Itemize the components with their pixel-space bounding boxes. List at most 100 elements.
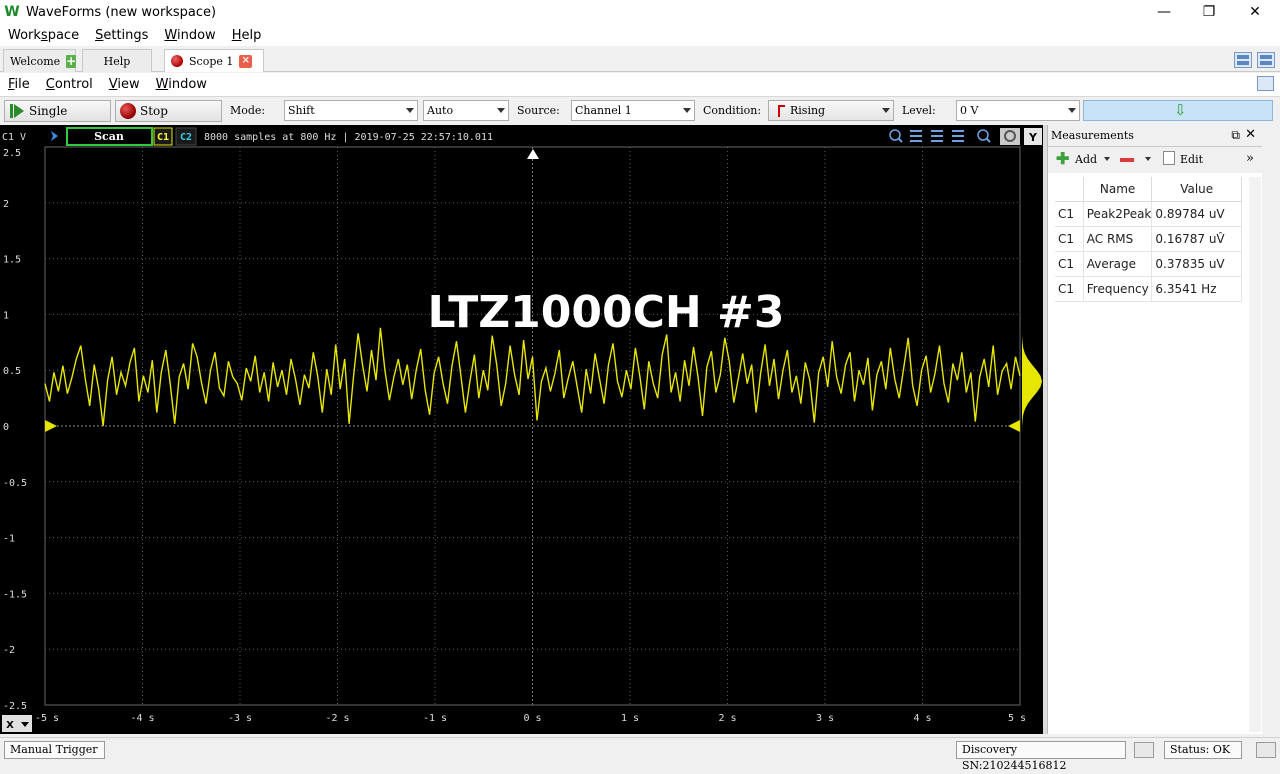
y-tick-label: 1.5 [3, 255, 21, 266]
edit-button-label[interactable]: Edit [1180, 153, 1204, 166]
manual-trigger-button[interactable]: Manual Trigger [4, 741, 105, 759]
main-menu-item-label: Work [8, 27, 41, 43]
document-tabs: Welcome + Help Scope 1 × [0, 46, 1280, 72]
measurement-name: Frequency [1083, 276, 1153, 302]
measurements-scrollbar[interactable] [1249, 177, 1261, 732]
scope-menu-item-label: W [155, 77, 169, 92]
zoom-y-icon[interactable] [931, 130, 943, 142]
scan-button-label[interactable]: Scan [94, 130, 124, 143]
y-tick-label: 0 [3, 422, 9, 433]
x-axis-toggle[interactable]: X [2, 715, 32, 732]
mode-label: Mode: [230, 104, 266, 117]
single-button[interactable]: Single [4, 100, 111, 122]
scope-menu-bar: File Control View Window [0, 73, 1280, 97]
more-chevron-icon[interactable]: » [1246, 151, 1254, 166]
overlay-title: LTZ1000CH #3 [427, 287, 784, 338]
main-menu-item-label: s [40, 27, 48, 43]
restore-button[interactable]: ❐ [1202, 4, 1216, 20]
measurement-row[interactable]: C1 Frequency 6.3541 Hz [1055, 276, 1242, 302]
x-tick-label: 1 s [621, 713, 639, 724]
scope-toolbar: Single Stop Mode: Shift Auto Source: Cha… [0, 98, 1280, 124]
layout-tile-icon[interactable] [1234, 52, 1252, 68]
x-tick-label: -5 s [35, 713, 59, 724]
scope-plot[interactable]: 2.5 2 1.5 1 0.5 0 -0.5 -1 -1.5 -2 -2.5 -5 s -4 s -3 … [0, 125, 1043, 734]
plot-splitter[interactable] [1043, 125, 1047, 734]
scope-menu-item-1[interactable]: Control [38, 77, 101, 92]
trigger-mode-select[interactable]: Auto [423, 100, 509, 121]
channel-1-button[interactable] [153, 127, 173, 146]
tab-scope-1[interactable]: Scope 1 × [164, 49, 264, 72]
stop-button[interactable]: Stop [115, 100, 222, 122]
main-menu-item-0[interactable]: Workspace [0, 28, 87, 43]
condition-value: Rising [790, 104, 826, 117]
record-icon [171, 55, 183, 67]
x-tick-label: 2 s [718, 713, 736, 724]
main-menu-item-2[interactable]: Window [156, 28, 223, 43]
main-menu-item-3[interactable]: Help [224, 28, 270, 43]
stop-button-label: Stop [140, 104, 168, 118]
scan-button[interactable] [66, 127, 153, 146]
add-button-label[interactable]: Add [1075, 153, 1098, 166]
mode-select[interactable]: Shift [284, 100, 418, 121]
measurement-row[interactable]: C1 Peak2Peak 0.89784 uV [1055, 201, 1242, 227]
close-window-button[interactable]: ✕ [1249, 4, 1261, 20]
scope-menu-item-label: iew [117, 77, 140, 92]
remove-dropdown-icon[interactable] [1145, 157, 1151, 161]
measurement-value: 0.37835 uV [1151, 251, 1242, 277]
main-menu-item-1[interactable]: Settings [87, 28, 156, 43]
scope-menu-item-0[interactable]: File [0, 77, 38, 92]
svg-text:Y: Y [1028, 131, 1038, 144]
remove-minus-icon[interactable] [1120, 158, 1134, 162]
layout-stack-icon[interactable] [1257, 52, 1275, 68]
scope-menu-item-label: ontrol [54, 77, 93, 92]
device-icon[interactable] [1134, 742, 1154, 758]
scope-menu-item-2[interactable]: View [101, 77, 148, 92]
minimize-button[interactable]: — [1157, 4, 1171, 20]
zoom-region-icon[interactable] [952, 130, 964, 142]
scope-menu-item-label: F [8, 77, 15, 92]
x-tick-label: -4 s [130, 713, 154, 724]
measurement-row[interactable]: C1 AC RMS 0.16787 uV̂ [1055, 226, 1242, 252]
measurement-row[interactable]: C1 Average 0.37835 uV [1055, 251, 1242, 277]
measurement-name: AC RMS [1083, 226, 1153, 252]
trigger-level-marker[interactable] [1008, 420, 1020, 432]
level-input[interactable]: 0 V [956, 100, 1080, 121]
channel-1-offset-marker[interactable] [45, 420, 57, 432]
channel-2-button[interactable] [175, 127, 197, 146]
trigger-position-marker[interactable] [527, 149, 539, 159]
single-button-label: Single [29, 104, 68, 118]
amplitude-histogram [1022, 325, 1042, 432]
add-plus-icon[interactable]: + [66, 53, 77, 68]
x-tick-label: 5 s [1008, 713, 1026, 724]
close-panel-icon[interactable]: ✕ [1245, 127, 1256, 142]
scope-plot-panel[interactable]: 2.5 2 1.5 1 0.5 0 -0.5 -1 -1.5 -2 -2.5 -5 s -4 s -3 … [0, 125, 1043, 734]
tab-welcome[interactable]: Welcome + [3, 49, 77, 72]
add-dropdown-icon[interactable] [1104, 157, 1110, 161]
scope-layout-icon[interactable] [1257, 76, 1274, 91]
condition-select[interactable]: Rising [768, 100, 894, 121]
channel-2-label: C2 [180, 132, 192, 143]
side-collapse-strip[interactable] [1262, 125, 1280, 734]
cursor-icon[interactable]: Y [1024, 128, 1042, 145]
zoom-in-icon[interactable] [889, 129, 903, 143]
tab-help[interactable]: Help [82, 49, 152, 72]
trigger-position-button[interactable]: ⇩ [1083, 100, 1273, 121]
y-axis-ticks: 2.5 2 1.5 1 0.5 0 -0.5 -1 -1.5 -2 -2.5 [3, 148, 27, 712]
zoom-out-icon[interactable] [977, 129, 991, 143]
edit-pencil-icon[interactable] [1163, 151, 1175, 165]
settings-gear-icon[interactable] [1000, 128, 1020, 145]
measurement-value: 6.3541 Hz [1151, 276, 1242, 302]
level-value: 0 V [960, 104, 979, 117]
expand-arrow-icon[interactable] [51, 131, 58, 141]
table-header-value: Value [1151, 177, 1242, 202]
add-plus-icon[interactable]: ✚ [1056, 149, 1070, 168]
tab-close-icon[interactable]: × [239, 54, 253, 68]
float-panel-icon[interactable]: ⧉ [1231, 128, 1240, 142]
source-select[interactable]: Channel 1 [571, 100, 695, 121]
settings-gear-icon[interactable] [1256, 742, 1276, 758]
y-tick-label: -1 [3, 534, 15, 545]
x-tick-label: -3 s [228, 713, 252, 724]
scope-menu-item-3[interactable]: Window [148, 77, 215, 92]
rising-edge-icon [772, 104, 786, 118]
zoom-x-icon[interactable] [910, 130, 922, 142]
